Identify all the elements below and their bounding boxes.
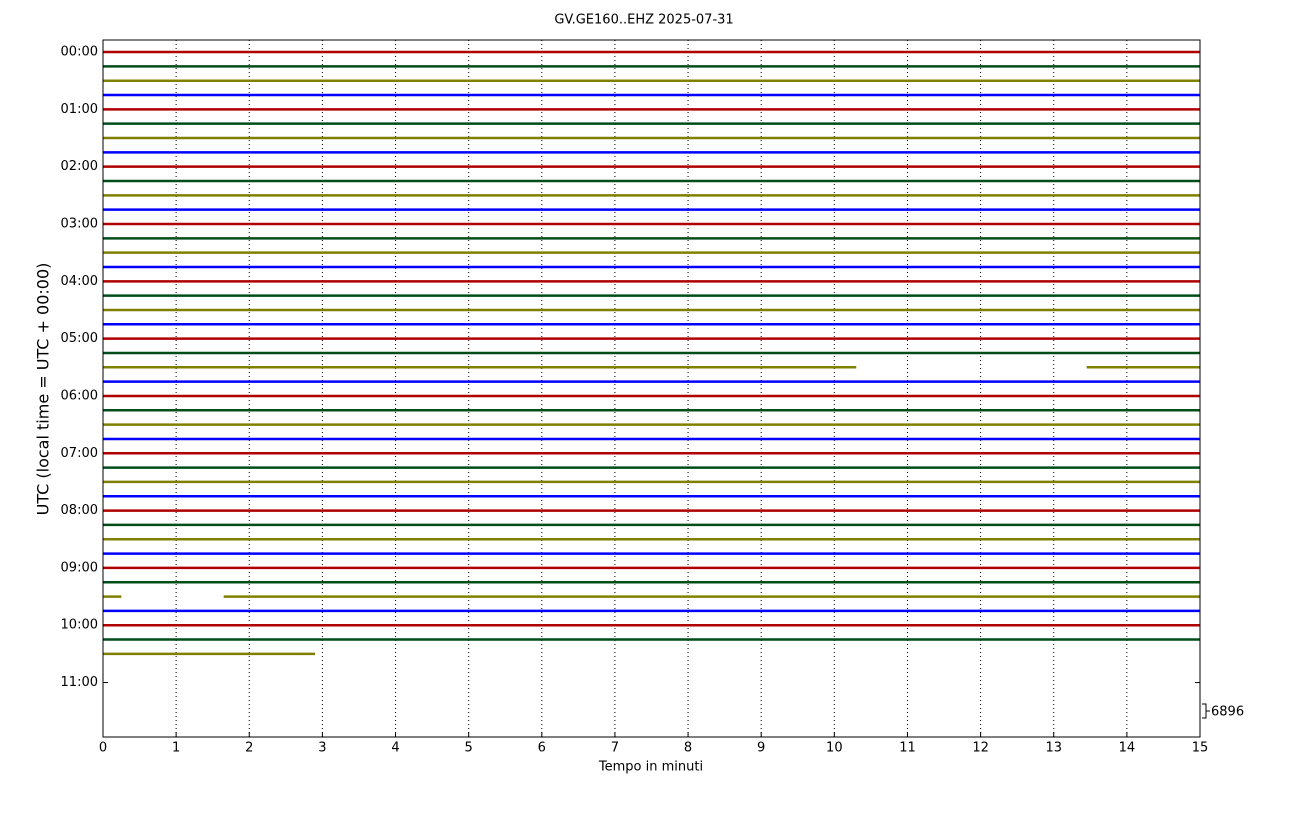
- y-tick-label: 09:00: [61, 560, 98, 575]
- scale-label: 6896: [1211, 705, 1244, 720]
- x-tick-label: 8: [684, 741, 692, 756]
- y-axis-label: UTC (local time = UTC + 00:00): [34, 263, 53, 516]
- x-tick-label: 6: [538, 741, 546, 756]
- x-tick-label: 10: [826, 741, 843, 756]
- plot-frame: [102, 39, 1201, 738]
- x-tick-label: 7: [611, 741, 619, 756]
- x-tick-label: 5: [465, 741, 473, 756]
- scale-bracket: [1202, 703, 1210, 719]
- x-tick-label: 13: [1045, 741, 1062, 756]
- x-tick-label: 11: [899, 741, 916, 756]
- y-tick-label: 00:00: [61, 45, 98, 60]
- x-tick-label: 0: [99, 741, 107, 756]
- y-tick-label: 03:00: [61, 216, 98, 231]
- y-tick-label: 10:00: [61, 618, 98, 633]
- x-tick-label: 4: [391, 741, 399, 756]
- x-tick-label: 3: [318, 741, 326, 756]
- x-axis-label: Tempo in minuti: [598, 760, 703, 775]
- y-tick-label: 07:00: [61, 446, 98, 461]
- x-tick-label: 1: [172, 741, 180, 756]
- chart-title: GV.GE160..EHZ 2025-07-31: [554, 13, 733, 28]
- x-tick-label: 9: [757, 741, 765, 756]
- y-tick-label: 04:00: [61, 274, 98, 289]
- y-tick-label: 11:00: [61, 675, 98, 690]
- y-tick-label: 02:00: [61, 159, 98, 174]
- y-tick-label: 05:00: [61, 331, 98, 346]
- x-tick-label: 15: [1192, 741, 1209, 756]
- x-tick-label: 12: [972, 741, 989, 756]
- y-tick-label: 06:00: [61, 388, 98, 403]
- x-tick-label: 14: [1119, 741, 1136, 756]
- y-tick-label: 08:00: [61, 503, 98, 518]
- x-tick-label: 2: [245, 741, 253, 756]
- y-tick-label: 01:00: [61, 102, 98, 117]
